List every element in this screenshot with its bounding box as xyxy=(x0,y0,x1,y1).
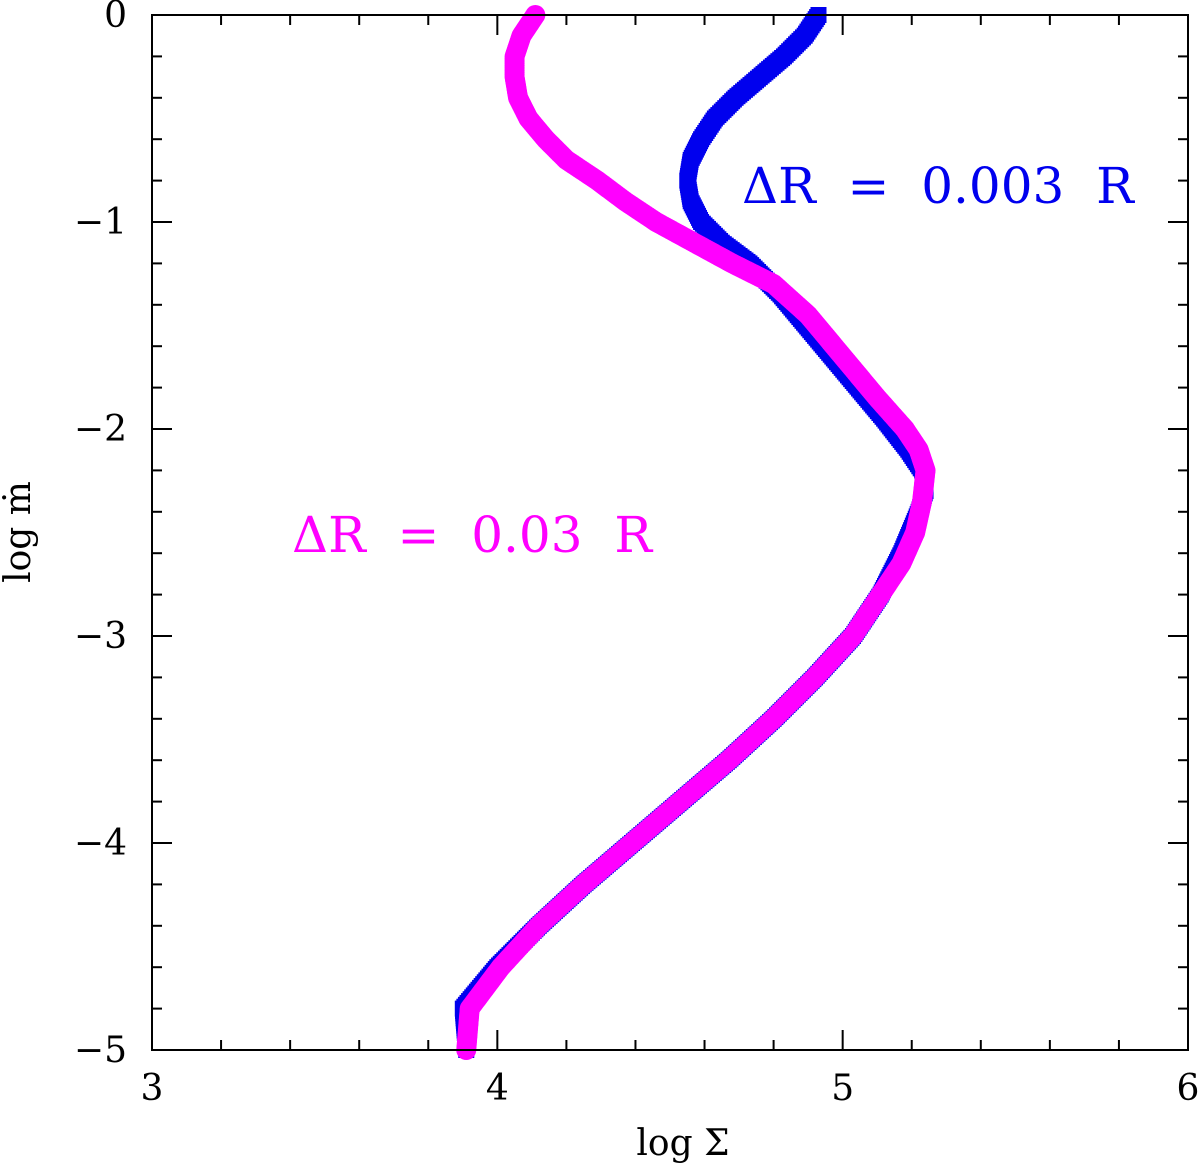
y-tick-label: 0 xyxy=(104,0,127,36)
x-axis-title: log Σ xyxy=(636,1123,729,1164)
plot-frame xyxy=(151,14,1189,1051)
y-tick-label: −5 xyxy=(74,1030,127,1071)
x-tick-label: 4 xyxy=(486,1068,509,1109)
annotation-magenta: ΔR = 0.03 R xyxy=(292,506,653,564)
y-tick-label: −4 xyxy=(74,823,127,864)
tick-marks xyxy=(151,14,1189,1051)
x-tick-label: 3 xyxy=(141,1068,164,1109)
series-1 xyxy=(456,5,936,1060)
y-tick-label: −2 xyxy=(74,409,127,450)
y-tick-label: −1 xyxy=(74,202,127,243)
x-tick-label: 6 xyxy=(1177,1068,1200,1109)
annotation-blue: ΔR = 0.003 R xyxy=(742,157,1135,215)
y-tick-label: −3 xyxy=(74,616,127,657)
tick-labels: 3 4 5 6 0 −1 −2 −3 −4 −5 xyxy=(74,0,1200,1109)
x-tick-label: 5 xyxy=(831,1068,854,1109)
series-layer xyxy=(454,5,936,1060)
y-axis-title: log ṁ xyxy=(0,481,39,583)
